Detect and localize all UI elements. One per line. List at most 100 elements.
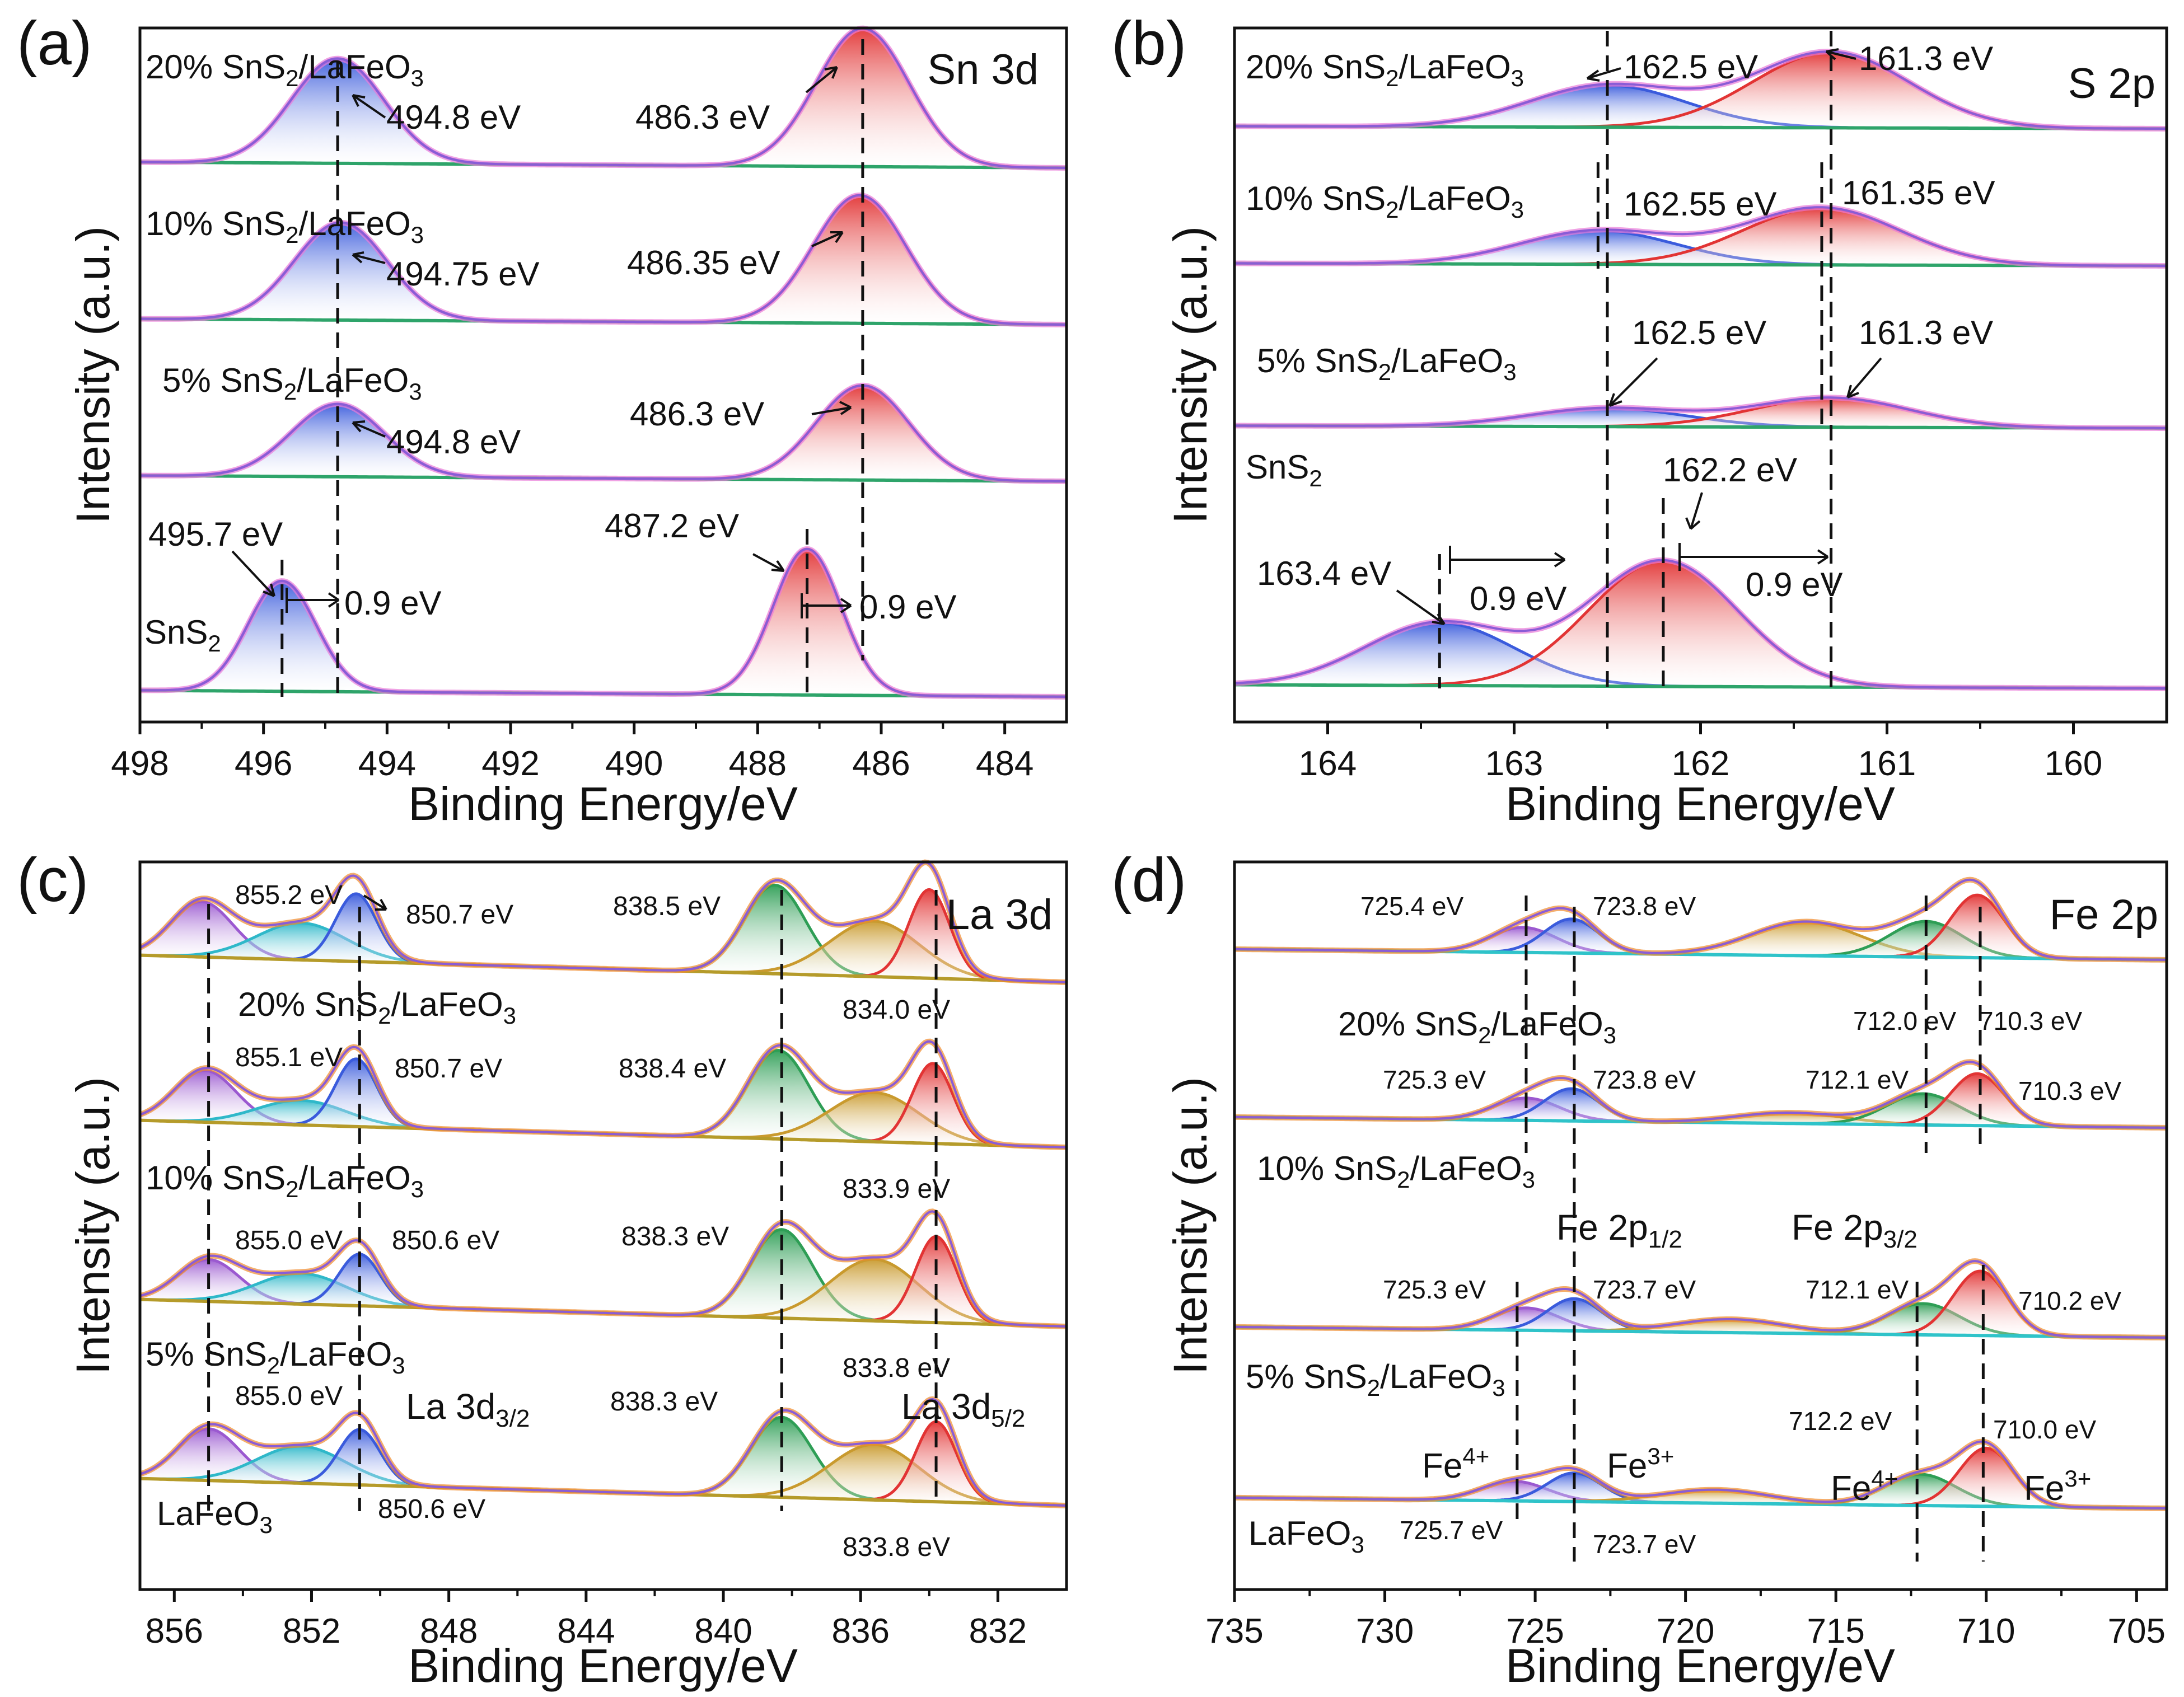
x-tick-label: 160 (2045, 744, 2102, 783)
panel-d-annot-712.0: 712.0 eV (1853, 1006, 1956, 1035)
panel-d-annot-712.1-10: 712.1 eV (1806, 1065, 1909, 1094)
panel-c-annot-855.0-5: 855.0 eV (235, 1226, 343, 1255)
panel-a-annot-shift-right: 0.9 eV (859, 588, 956, 626)
x-tick-label: 725 (1506, 1612, 1564, 1651)
panel-d-frame (1233, 860, 2168, 1591)
panel-a-series-label-sns2: SnS2 (144, 613, 221, 657)
peak-fill-716.5 (1574, 1113, 2008, 1126)
peak-fill-494.75 (155, 222, 526, 321)
panel-b-series-label-sns2: SnS2 (1246, 448, 1322, 491)
envelope-fit (1234, 206, 2167, 267)
x-tick-label: 488 (729, 744, 787, 783)
envelope-fit (1234, 559, 2167, 690)
x-tick-label: 715 (1807, 1612, 1864, 1651)
panel-d-annot-723.7-la: 723.7 eV (1593, 1530, 1696, 1559)
peak-fill-723.8 (1463, 918, 1680, 954)
panel-d-xlabel: Binding Energy/eV (1505, 1639, 1895, 1692)
x-tick-label: 162 (1672, 744, 1729, 783)
x-tick-label: 492 (481, 744, 539, 783)
envelope-fit (1234, 1061, 2167, 1129)
x-tick-label: 720 (1657, 1612, 1714, 1651)
peak-fill-712.1 (1779, 1094, 2068, 1127)
panel-c-annot-833.9: 833.9 eV (843, 1174, 950, 1204)
panel-b-annot-shift-right: 0.9 eV (1746, 566, 1842, 603)
x-tick-label: 486 (852, 744, 910, 783)
x-tick-label: 856 (146, 1612, 203, 1651)
panel-c-xlabel: Binding Energy/eV (408, 1639, 798, 1692)
panel-c-annot-850.6-la: 850.6 eV (378, 1494, 485, 1524)
peak-fill-838.3 (658, 1229, 905, 1322)
panel-a-frame (138, 26, 1068, 724)
peak-fill-850.7 (274, 893, 439, 964)
panel-c-annot-850.7-20: 850.7 eV (406, 900, 513, 930)
panel-d-series-label-5: 5% SnS2/LaFeO3 (1246, 1358, 1505, 1401)
peak-fill-725.4 (1391, 927, 1655, 954)
panel-b: (b) S 2p 164 163 162 161 160 Binding Energy/… (1111, 9, 2168, 830)
panel-c-annot-855.0-la: 855.0 eV (235, 1381, 343, 1411)
envelope-fit (139, 1040, 1067, 1148)
panel-b-annot-162.2: 162.2 eV (1663, 451, 1797, 489)
panel-b-ticks: 164 163 162 161 160 (1299, 722, 2102, 783)
panel-b-curves (1234, 31, 2167, 691)
panel-b-annot-162.5-5: 162.5 eV (1632, 314, 1766, 351)
peak-fill-162.5 (1294, 408, 1921, 428)
panel-c-ticks: 856 852 848 844 840 836 832 (146, 1590, 1027, 1651)
envelope-fit (1234, 50, 2167, 130)
panel-a-annot-486.3-20: 486.3 eV (635, 99, 770, 136)
peak-fill-712.1 (1779, 1304, 2068, 1337)
panel-b-annot-162.5-20: 162.5 eV (1624, 48, 1758, 86)
panel-d-annot-712.2: 712.2 eV (1789, 1407, 1892, 1436)
panel-d-fe2p32-label: Fe 2p3/2 (1792, 1207, 1918, 1253)
panel-a-series-label-5: 5% SnS2/LaFeO3 (162, 362, 422, 405)
panel-b-series-label-5: 5% SnS2/LaFeO3 (1257, 342, 1517, 385)
envelope-fit (1234, 396, 2167, 429)
panel-a-annot-494.8-5: 494.8 eV (386, 423, 521, 461)
x-tick-label: 498 (111, 744, 169, 783)
panel-a-ticks: 498 496 494 492 490 488 486 484 (111, 722, 1033, 783)
panel-d-annot-712.1-5: 712.1 eV (1806, 1275, 1909, 1304)
panel-b-series-label-20: 20% SnS2/LaFeO3 (1246, 48, 1524, 91)
panel-b-annot-161.35-10: 161.35 eV (1842, 174, 1995, 212)
panel-d-series-label-10: 10% SnS2/LaFeO3 (1257, 1150, 1535, 1193)
x-tick-label: 496 (235, 744, 292, 783)
panel-d-annot-710.3-10: 710.3 eV (2018, 1076, 2121, 1105)
panel-c: (c) La 3d 856 852 848 844 840 836 832 Binding … (17, 846, 1068, 1692)
panel-c-annot-855.2: 855.2 eV (235, 880, 343, 910)
x-tick-label: 840 (694, 1612, 752, 1651)
envelope-fit (139, 861, 1067, 983)
panel-c-series-label-20: 20% SnS2/LaFeO3 (238, 986, 516, 1029)
peak-fill-723.8 (1463, 1089, 1680, 1122)
panel-c-annot-850.6-5: 850.6 eV (392, 1226, 499, 1255)
panel-d-title: Fe 2p (2050, 891, 2158, 939)
envelope-fit (1234, 1260, 2167, 1339)
x-tick-label: 710 (1957, 1612, 2015, 1651)
panel-a-annot-shift-left: 0.9 eV (344, 584, 441, 622)
panel-d-annot-723.8-10: 723.8 eV (1593, 1065, 1696, 1094)
panel-b-label: (b) (1111, 9, 1186, 78)
panel-a-annot-495.7: 495.7 eV (148, 515, 283, 553)
panel-d-annot-723.8-20: 723.8 eV (1593, 892, 1696, 921)
x-tick-label: 484 (976, 744, 1033, 783)
peak-fill-855 (140, 1259, 333, 1305)
panel-a-curves (140, 25, 1067, 700)
panel-b-series-label-10: 10% SnS2/LaFeO3 (1246, 180, 1524, 223)
panel-d-ticks: 735 730 725 720 715 710 705 (1205, 1590, 2166, 1651)
peak-fill-163.4 (1234, 622, 1738, 687)
panel-d-annot-710.2: 710.2 eV (2018, 1286, 2121, 1315)
peak-fill-725.7 (1382, 1481, 1647, 1503)
peak-fill-712 (1781, 921, 2071, 959)
panel-c-arrows (363, 894, 387, 911)
panel-d-fe4-label-right: Fe4+ (1831, 1465, 1898, 1508)
panel-d: (d) Fe 2p 735 730 725 720 715 710 705 Binding … (1111, 846, 2168, 1692)
panel-d-fe3-label-right: Fe3+ (2024, 1465, 2091, 1508)
panel-b-annot-161.3-20: 161.3 eV (1859, 40, 1993, 77)
peak-fill-710.2 (1872, 1271, 2089, 1337)
envelope-fit (139, 1398, 1067, 1507)
panel-d-annot-725.3-5: 725.3 eV (1383, 1275, 1486, 1304)
panel-d-annot-723.7-5: 723.7 eV (1593, 1275, 1696, 1304)
panel-a-arrows (231, 66, 852, 618)
x-tick-label: 164 (1299, 744, 1357, 783)
envelope-fit (139, 1210, 1067, 1328)
panel-d-annot-725.7: 725.7 eV (1400, 1516, 1503, 1545)
